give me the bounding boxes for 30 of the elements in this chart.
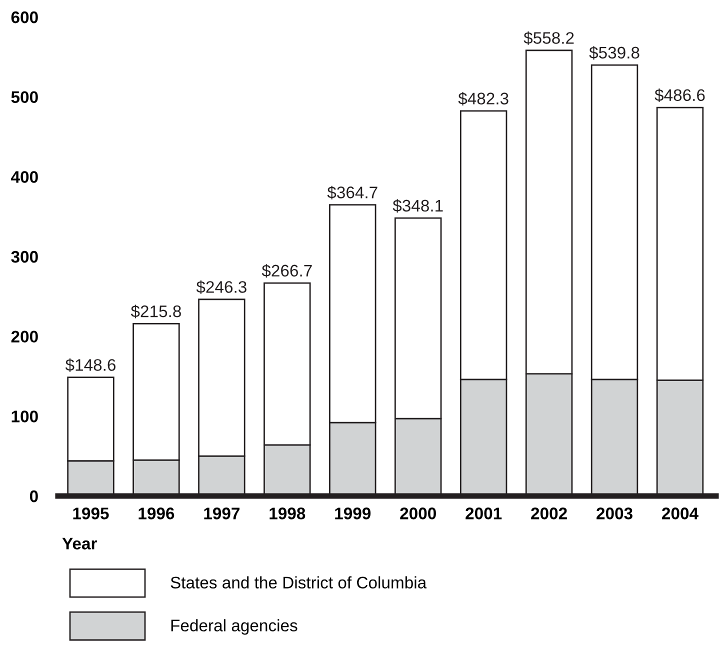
total-label: $148.6 (65, 358, 116, 372)
y-tick-label: 600 (11, 11, 38, 24)
total-label: $486.6 (654, 88, 705, 102)
total-label: $558.2 (524, 31, 574, 45)
y-tick-label: 400 (11, 171, 38, 183)
legend-label: States and the District of Columbia (170, 576, 427, 588)
x-tick-label: 2001 (466, 508, 502, 520)
x-tick-label: 1995 (73, 508, 109, 520)
x-tick-label: 2003 (596, 508, 632, 520)
total-label: $266.7 (262, 264, 312, 278)
y-tick-label: 0 (30, 490, 38, 502)
total-label: $364.7 (327, 186, 378, 200)
total-label: $482.3 (458, 92, 508, 106)
y-tick-label: 200 (11, 330, 38, 343)
total-label: $215.8 (130, 304, 181, 318)
total-label: $246.3 (196, 280, 246, 294)
total-label: $539.8 (589, 46, 640, 60)
x-tick-label: 2000 (400, 508, 436, 520)
x-tick-label: 1998 (270, 508, 306, 520)
x-tick-label: 2002 (531, 508, 567, 520)
x-tick-label: 1999 (335, 508, 371, 520)
y-tick-label: 300 (11, 250, 38, 263)
legend-label: Federal agencies (171, 619, 298, 635)
y-tick-label: 500 (11, 91, 38, 104)
x-tick-label: 1996 (138, 508, 174, 520)
x-tick-label: 1997 (204, 508, 240, 520)
x-tick-label: 2004 (662, 508, 698, 520)
total-label: $348.1 (392, 199, 443, 213)
y-tick-label: 100 (12, 410, 38, 422)
x-axis-title: Year (62, 538, 97, 550)
